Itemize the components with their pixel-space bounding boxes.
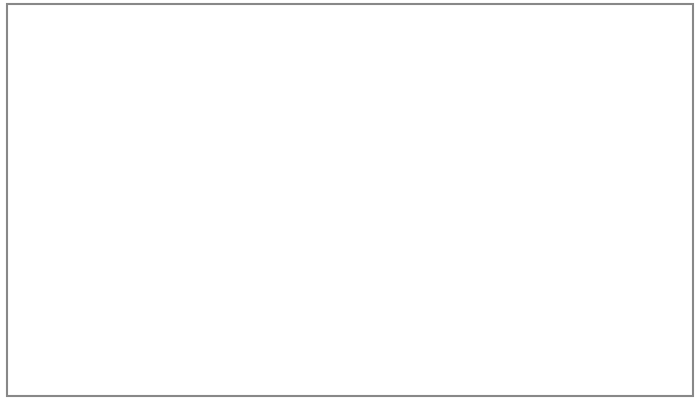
Text: 33%: 33% — [315, 251, 343, 264]
Text: $77,401-$165,000: $77,401-$165,000 — [389, 200, 503, 214]
Text: 10%: 10% — [315, 150, 343, 163]
Text: $0-$19,050: $0-$19,050 — [125, 149, 194, 163]
Text: 25%: 25% — [315, 200, 343, 213]
Bar — [104, 270, 614, 295]
Text: Taxable income: Taxable income — [389, 131, 497, 144]
Text: Old brackets: Old brackets — [115, 111, 214, 125]
Text: $19,051-$77,400: $19,051-$77,400 — [389, 174, 495, 188]
Text: Tax rate: Tax rate — [304, 131, 361, 144]
Bar — [104, 169, 614, 194]
Text: 32%: 32% — [573, 251, 601, 264]
Text: New brackets: New brackets — [372, 111, 479, 125]
Text: $480,051+: $480,051+ — [125, 301, 196, 314]
Text: $165,001-$315,000: $165,001-$315,000 — [389, 225, 511, 239]
Text: 10%: 10% — [573, 150, 601, 163]
Text: Tax rate: Tax rate — [565, 131, 622, 144]
Text: $77,401-$156,150: $77,401-$156,150 — [125, 200, 239, 214]
Text: $0-$19,050: $0-$19,050 — [389, 149, 457, 163]
Text: $19,051-$77,400: $19,051-$77,400 — [125, 174, 232, 188]
Text: 15%: 15% — [315, 175, 343, 188]
Bar — [104, 244, 614, 270]
Text: $424,951-$480,050: $424,951-$480,050 — [125, 275, 248, 289]
Text: 22%: 22% — [573, 200, 601, 213]
Text: $156,151-$237,950: $156,151-$237,950 — [125, 225, 248, 239]
Text: $600,001+: $600,001+ — [389, 301, 459, 314]
Text: 24%: 24% — [573, 225, 601, 238]
Text: Sources: docs.house.gov, taxfoundation.org: Sources: docs.house.gov, taxfoundation.o… — [115, 336, 343, 346]
Text: 28%: 28% — [315, 225, 343, 238]
Text: Old Vs. New Tax Brackets For Marrieds Filing Jointly: Old Vs. New Tax Brackets For Marrieds Fi… — [115, 70, 664, 88]
Text: 35%: 35% — [573, 276, 601, 289]
Bar — [104, 194, 614, 219]
Text: 12%: 12% — [573, 175, 601, 188]
Text: 37%: 37% — [573, 301, 601, 314]
Bar — [104, 219, 614, 244]
Text: 35%: 35% — [315, 276, 343, 289]
Text: Taxable income: Taxable income — [125, 131, 234, 144]
Text: $237,951-$424,950: $237,951-$424,950 — [125, 250, 248, 264]
Bar — [104, 295, 614, 320]
Bar — [104, 144, 614, 169]
Text: $315,001-$400,000: $315,001-$400,000 — [389, 250, 511, 264]
Text: 39.6%: 39.6% — [315, 301, 355, 314]
Text: $400,001-$600,000: $400,001-$600,000 — [389, 275, 511, 289]
